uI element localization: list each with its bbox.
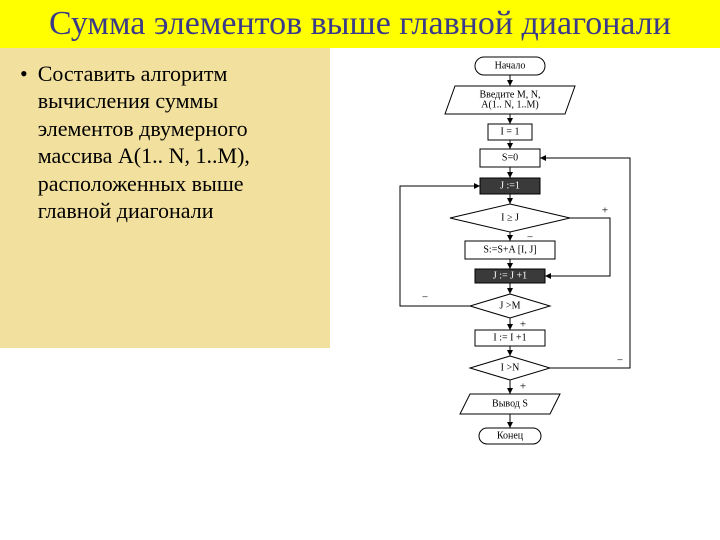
flow-node-ipp: I := I +1 [475, 330, 545, 346]
node-label: I >N [501, 362, 520, 373]
node-label: I := I +1 [493, 332, 526, 343]
flow-node-cond2: J >M [470, 294, 550, 318]
flow-node-input: Введите M, N,A(1.. N, 1..M) [445, 86, 575, 114]
body-row: • Составить алгоритм вычисления суммы эл… [0, 48, 720, 498]
node-label: A(1.. N, 1..M) [481, 99, 539, 110]
edge-label: + [520, 318, 526, 330]
edge-label: + [602, 204, 608, 216]
flow-node-cond3: I >N [470, 356, 550, 380]
flow-node-i1: I = 1 [488, 124, 532, 140]
node-label: S=0 [502, 152, 518, 163]
node-label: J := J +1 [493, 270, 527, 281]
node-label: Вывод S [492, 398, 528, 409]
flowchart-svg: −++−+−НачалоВведите M, N,A(1.. N, 1..M)I… [330, 48, 690, 498]
edge-label: − [617, 354, 623, 366]
edge-label: − [422, 291, 428, 303]
slide-title: Сумма элементов выше главной диагонали [49, 5, 671, 42]
slide-title-bar: Сумма элементов выше главной диагонали [0, 0, 720, 48]
flow-node-start: Начало [475, 57, 545, 75]
task-bullet-item: • Составить алгоритм вычисления суммы эл… [20, 60, 316, 225]
flow-node-cond1: I ≥ J [450, 204, 570, 232]
flow-node-sum: S:=S+A [I, J] [465, 241, 555, 259]
node-label: J :=1 [500, 180, 520, 191]
flow-node-out: Вывод S [460, 394, 560, 414]
flow-node-end: Конец [479, 428, 541, 444]
task-text: Составить алгоритм вычисления суммы элем… [38, 60, 316, 225]
node-label: I ≥ J [501, 212, 519, 223]
flow-edge [540, 158, 630, 368]
edge-label: + [520, 380, 526, 392]
flow-node-jpp: J := J +1 [475, 269, 545, 283]
task-text-panel: • Составить алгоритм вычисления суммы эл… [0, 48, 330, 348]
flowchart-panel: −++−+−НачалоВведите M, N,A(1.. N, 1..M)I… [330, 48, 690, 498]
node-label: Конец [497, 430, 524, 441]
node-label: I = 1 [501, 126, 520, 137]
node-label: S:=S+A [I, J] [483, 244, 536, 255]
node-label: Начало [495, 60, 526, 71]
node-label: J >M [500, 300, 521, 311]
flow-node-j1: J :=1 [480, 178, 540, 194]
bullet-icon: • [20, 60, 38, 225]
flow-node-s0: S=0 [480, 149, 540, 167]
